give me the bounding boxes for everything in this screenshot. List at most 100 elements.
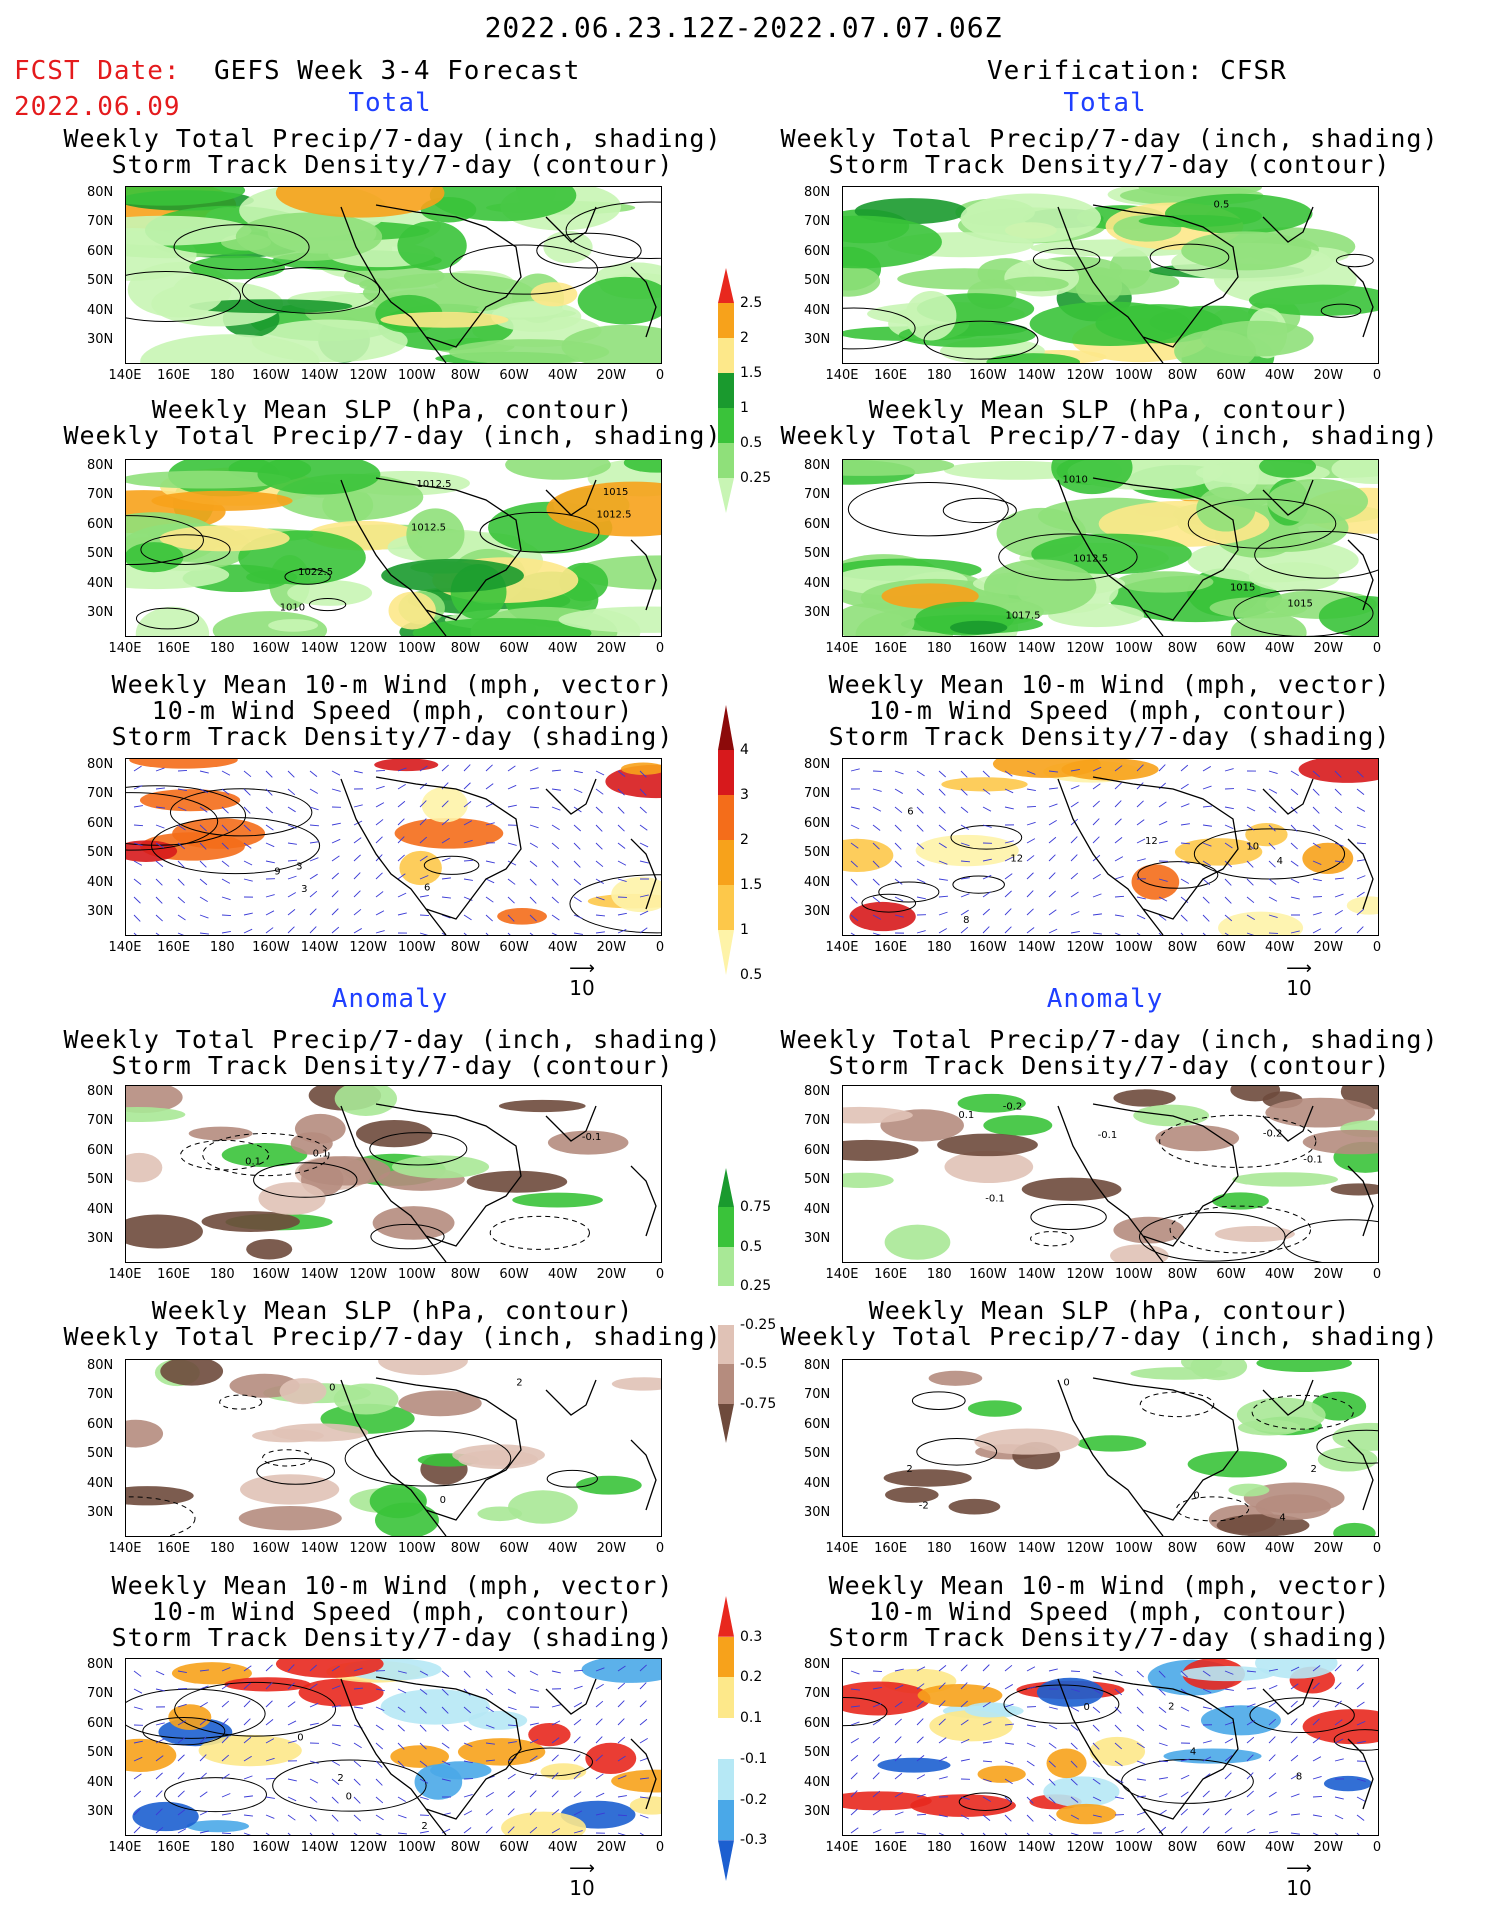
wind-vector — [309, 1832, 313, 1835]
wind-vector — [938, 911, 948, 916]
wind-vector — [573, 770, 583, 774]
wind-vector — [960, 1700, 968, 1708]
lat-tick-label: 30N — [87, 1231, 114, 1246]
wind-vector — [441, 1706, 449, 1714]
shading-patch — [171, 1662, 252, 1685]
wind-vector — [1070, 891, 1079, 898]
shading-patch — [1000, 276, 1069, 292]
fcst-date-value: 2022.06.09 — [14, 92, 181, 122]
panel-title-line: 10-m Wind Speed (mph, contour) — [151, 1597, 634, 1626]
wind-vector — [1048, 1724, 1058, 1730]
panel-title-line: Weekly Mean 10-m Wind (mph, vector) — [111, 1571, 674, 1600]
panel-title-line: Weekly Mean 10-m Wind (mph, vector) — [828, 670, 1391, 699]
wind-vector — [1202, 785, 1212, 790]
contour-line — [126, 515, 204, 565]
wind-vector — [938, 1700, 946, 1708]
wind-vector — [573, 1754, 581, 1762]
wind-vector — [1114, 932, 1122, 935]
left-total-label: Total — [348, 88, 432, 118]
wind-vector — [243, 806, 251, 814]
colorbar-segment — [718, 1246, 734, 1286]
wind-vector — [199, 896, 208, 903]
wind-vector — [1048, 1706, 1058, 1710]
shading-patch — [843, 1106, 913, 1124]
wind-vector — [265, 860, 275, 864]
wind-vector — [1136, 1670, 1144, 1678]
colorbar-segment — [718, 885, 734, 930]
wind-vector — [397, 854, 405, 862]
wind-vector — [916, 1832, 926, 1835]
wind-vector — [639, 860, 649, 864]
wind-vector — [419, 932, 429, 935]
wind-vector — [419, 855, 428, 862]
shading-patch — [1095, 304, 1223, 344]
wind-vector — [1290, 1773, 1299, 1780]
lon-tick-label: 140W — [300, 1840, 339, 1855]
wind-vector — [309, 1683, 318, 1690]
lon-tick-label: 40W — [1265, 1840, 1295, 1855]
panel-title-line: Weekly Mean 10-m Wind (mph, vector) — [111, 670, 674, 699]
wind-vector — [894, 1831, 904, 1834]
lat-tick-label: 30N — [804, 1804, 831, 1819]
contour-line — [180, 1139, 270, 1171]
map-panel: 1010 1012.5 1015 1012.5 1012.5 1022.5 — [125, 459, 662, 637]
contour-line — [1233, 589, 1374, 636]
lon-tick-label: 140W — [300, 641, 339, 656]
wind-vector — [894, 896, 904, 902]
lon-tick-label: 40W — [1265, 641, 1295, 656]
wind-vector — [960, 842, 970, 847]
wind-vector — [1246, 824, 1255, 831]
wind-vector — [485, 1742, 495, 1745]
wind-vector — [1114, 1670, 1123, 1677]
vector-reference-value: 10 — [569, 976, 595, 1000]
wind-vector — [1180, 764, 1189, 772]
wind-vector — [1136, 1742, 1145, 1749]
colorbar-label: -0.5 — [740, 1356, 768, 1373]
wind-vector — [353, 872, 361, 880]
lat-tick-label: 80N — [804, 757, 831, 772]
wind-vector — [938, 770, 946, 778]
shading-patch — [576, 1475, 642, 1495]
vector-reference-value: 10 — [1286, 1876, 1312, 1900]
shading-patch — [412, 618, 592, 636]
wind-vector — [1356, 824, 1366, 829]
wind-vector — [1180, 783, 1189, 790]
wind-vector — [894, 1684, 904, 1690]
shading-patch — [246, 1238, 293, 1260]
wind-vector — [265, 894, 275, 898]
lat-tick-label: 70N — [87, 1686, 114, 1702]
lon-tick-label: 100W — [1114, 1267, 1153, 1282]
shading-patch — [1318, 595, 1378, 636]
map-panel: 0.5 — [842, 186, 1379, 364]
wind-vector — [507, 1757, 517, 1762]
wind-vector — [1246, 1687, 1256, 1690]
wind-vector — [1114, 895, 1125, 898]
lon-tick-label: 180 — [209, 1541, 235, 1556]
wind-vector — [1224, 860, 1233, 868]
lat-tick-label: 60N — [804, 1416, 831, 1432]
colorbar-segment — [718, 930, 734, 975]
wind-vector — [1180, 878, 1190, 884]
wind-vector — [1026, 1666, 1036, 1672]
lat-tick-label: 60N — [87, 1715, 114, 1731]
shading-patch — [390, 1745, 449, 1768]
lon-tick-label: 0 — [655, 1840, 665, 1855]
wind-vector — [485, 1688, 494, 1696]
lon-tick-label: 140E — [108, 1840, 142, 1855]
wind-vector — [894, 1791, 903, 1798]
contour-label: 2 — [421, 1821, 427, 1832]
wind-vector — [177, 1720, 187, 1726]
lat-tick-label: 80N — [87, 1358, 114, 1373]
wind-vector — [309, 806, 319, 811]
colorbar-segment — [718, 1403, 734, 1443]
shading-patch — [186, 1820, 250, 1833]
shading-patch — [974, 1428, 1080, 1455]
wind-vector — [1202, 824, 1212, 827]
shading-patch — [611, 1769, 661, 1793]
contour-line — [174, 1681, 337, 1737]
wind-vector — [133, 785, 143, 790]
wind-vector — [375, 802, 385, 808]
wind-vector — [199, 914, 209, 919]
wind-vector — [617, 1682, 626, 1690]
wind-vector — [529, 824, 539, 829]
